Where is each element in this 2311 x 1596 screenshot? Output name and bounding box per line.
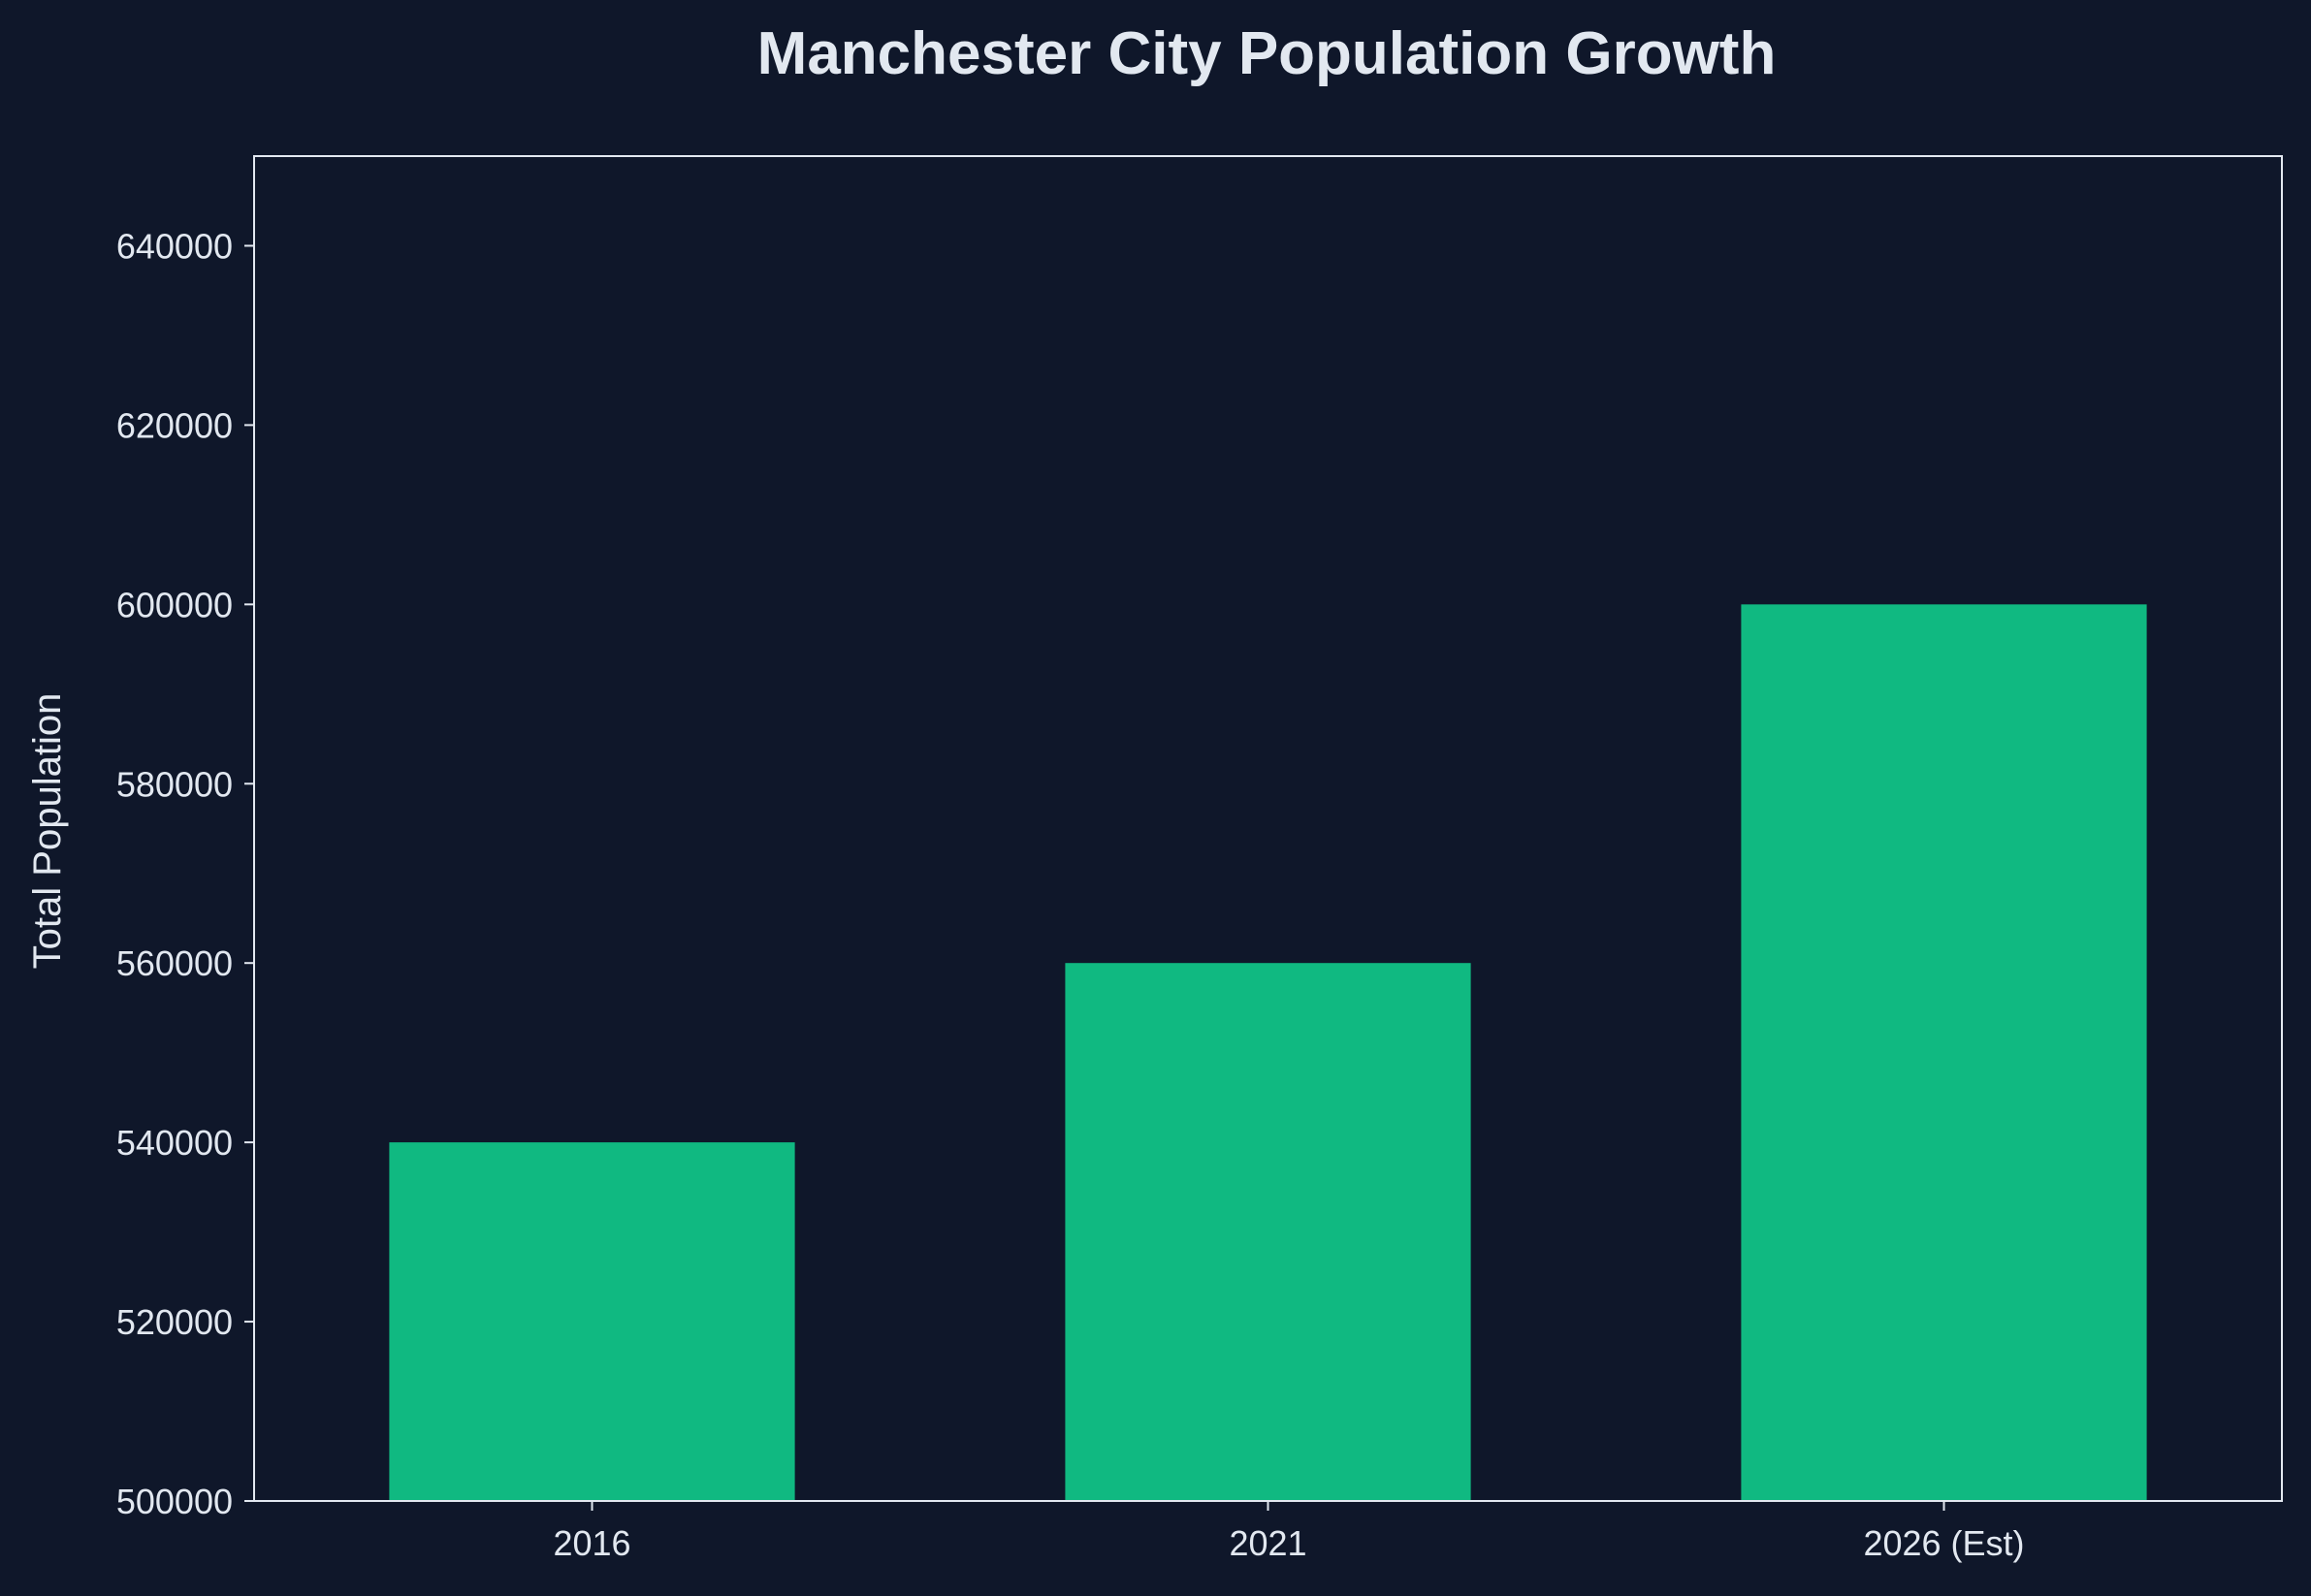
y-tick-label: 640000 — [116, 226, 233, 266]
y-axis: 500000 520000 540000 560000 580000 600000 6200… — [116, 226, 254, 1521]
y-tick-label: 620000 — [116, 405, 233, 445]
y-tick-label: 600000 — [116, 585, 233, 624]
y-tick-label: 540000 — [116, 1123, 233, 1163]
bars-layer — [389, 604, 2147, 1501]
y-tick-label: 520000 — [116, 1302, 233, 1342]
bar-2021 — [1065, 963, 1471, 1501]
y-axis-label: Total Population — [26, 693, 69, 970]
x-tick-label: 2021 — [1229, 1523, 1306, 1563]
x-tick-label: 2016 — [553, 1523, 630, 1563]
bar-2026-est — [1741, 604, 2147, 1501]
plot-frame — [253, 155, 2283, 1502]
y-tick-label: 560000 — [116, 943, 233, 983]
x-tick-label: 2026 (Est) — [1863, 1523, 2024, 1563]
bar-2016 — [389, 1142, 795, 1501]
y-tick-label: 580000 — [116, 764, 233, 804]
x-axis: 2016 2021 2026 (Est) — [553, 1501, 2025, 1563]
y-tick-label: 500000 — [116, 1482, 233, 1521]
chart-title: Manchester City Population Growth — [757, 20, 1777, 87]
